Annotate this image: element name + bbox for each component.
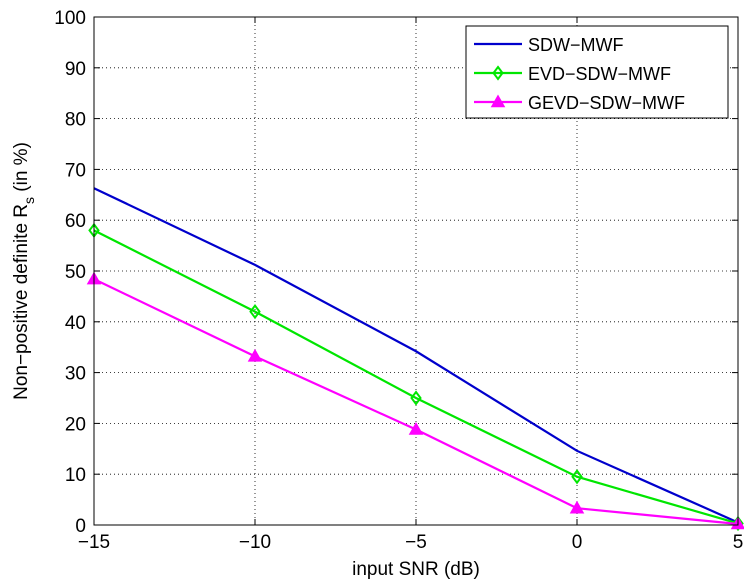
data-point xyxy=(249,303,261,320)
y-axis-label-main: Non−positive definite R xyxy=(11,204,32,400)
y-axis-label-subscript: s xyxy=(21,197,37,204)
y-tick-label: 50 xyxy=(65,262,86,283)
x-axis-label: input SNR (dB) xyxy=(352,559,480,580)
series-line xyxy=(93,229,739,525)
x-tick-label: 0 xyxy=(572,532,583,553)
legend-marker xyxy=(492,65,504,81)
y-axis-tick-labels: 0 10 20 30 40 50 60 70 80 90 100 xyxy=(54,8,86,537)
legend-item: SDW−MWF xyxy=(474,35,623,55)
y-tick-label: 30 xyxy=(65,364,86,385)
legend-item: EVD−SDW−MWF xyxy=(474,64,671,84)
legend-marker xyxy=(490,94,506,108)
series-line xyxy=(93,187,739,524)
series-lines xyxy=(86,187,744,532)
y-axis-label-suffix: (in %) xyxy=(11,142,32,197)
x-tick-label: 5 xyxy=(733,532,744,553)
legend-label: GEVD−SDW−MWF xyxy=(528,93,685,113)
y-axis-label: Non−positive definite Rs (in %) xyxy=(11,142,37,400)
data-point xyxy=(732,515,744,532)
legend: SDW−MWF EVD−SDW−MWF GEVD−SDW−MWF xyxy=(465,25,729,119)
legend-label: EVD−SDW−MWF xyxy=(528,64,671,84)
y-tick-label: 100 xyxy=(54,8,86,29)
x-tick-label: −5 xyxy=(405,532,427,553)
y-tick-label: 40 xyxy=(65,313,86,334)
x-axis-tick-labels: −15 −10 −5 0 5 xyxy=(78,532,743,553)
data-point xyxy=(247,348,263,362)
y-tick-label: 60 xyxy=(65,211,86,232)
axis-ticks xyxy=(93,16,739,526)
data-point xyxy=(408,421,424,435)
data-point xyxy=(569,500,585,514)
y-tick-label: 90 xyxy=(65,59,86,80)
y-tick-label: 10 xyxy=(65,465,86,486)
data-point xyxy=(571,469,583,485)
series-2 xyxy=(88,222,744,532)
series-1 xyxy=(93,187,739,524)
legend-item: GEVD−SDW−MWF xyxy=(474,93,685,113)
y-tick-label: 70 xyxy=(65,160,86,181)
data-point xyxy=(410,390,422,406)
y-tick-label: 20 xyxy=(65,414,86,435)
y-tick-label: 0 xyxy=(75,516,86,537)
legend-label: SDW−MWF xyxy=(528,35,623,55)
y-tick-label: 80 xyxy=(65,110,86,131)
x-tick-label: −15 xyxy=(78,532,110,553)
x-tick-label: −10 xyxy=(239,532,271,553)
